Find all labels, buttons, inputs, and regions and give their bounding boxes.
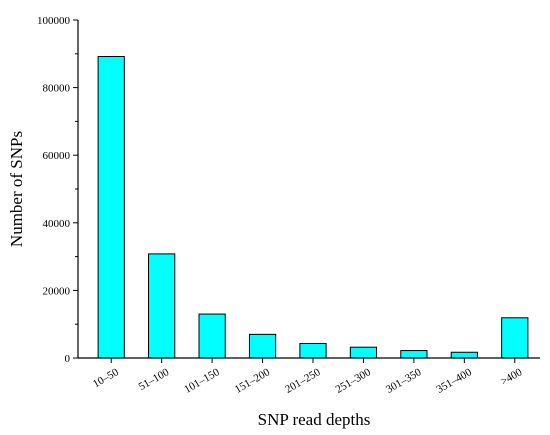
y-axis-ticks: 0 20000 40000 60000 80000 100000 — [37, 15, 78, 365]
y-tick-label: 20000 — [43, 285, 71, 297]
x-tick-label: 10–50 — [91, 366, 121, 390]
bar — [299, 342, 327, 359]
bar — [97, 56, 125, 359]
x-tick-label: 251–300 — [334, 366, 374, 396]
bar — [400, 350, 428, 359]
bar — [501, 317, 529, 359]
y-tick-label: 40000 — [43, 218, 71, 230]
x-tick-label: 201–250 — [283, 366, 323, 396]
y-tick-label: 100000 — [37, 15, 71, 27]
bar — [450, 351, 478, 359]
x-tick-label: 101–150 — [182, 366, 222, 396]
bar — [148, 253, 176, 359]
x-tick-label: >400 — [499, 366, 525, 388]
bar — [248, 333, 277, 359]
y-tick-label: 60000 — [43, 150, 71, 162]
y-axis-title: Number of SNPs — [7, 131, 26, 247]
bars — [97, 56, 529, 359]
x-axis-title: SNP read depths — [258, 410, 371, 429]
bar — [349, 346, 378, 359]
x-axis-ticks: 10–50 51–100 101–150 151–200 201–250 251–300 3… — [91, 358, 525, 396]
x-tick-label: 51–100 — [137, 366, 172, 393]
y-tick-label: 0 — [65, 353, 71, 365]
x-tick-label: 151–200 — [233, 366, 273, 396]
x-tick-label: 351–400 — [434, 366, 474, 396]
y-tick-label: 80000 — [43, 83, 71, 95]
x-tick-label: 301–350 — [384, 366, 424, 396]
bar — [198, 313, 226, 359]
